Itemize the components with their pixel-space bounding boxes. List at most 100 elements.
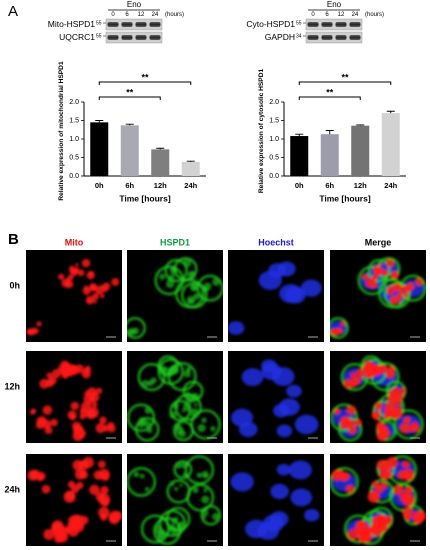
- hspd1-signal: [160, 529, 166, 535]
- mito-signal: [42, 405, 53, 415]
- y-tick-label: 0.0: [69, 173, 79, 180]
- y-tick-label: 1.5: [69, 117, 79, 124]
- mito-signal: [346, 405, 357, 415]
- nucleus: [261, 359, 278, 373]
- bar: [90, 122, 109, 176]
- micrograph: [329, 454, 427, 546]
- x-tick-label: 6h: [125, 181, 134, 190]
- mito-signal: [92, 293, 99, 301]
- hspd1-signal: [165, 506, 191, 532]
- timepoint-label: 24: [152, 12, 159, 18]
- timepoint-label: 6: [125, 12, 129, 18]
- mito-signal: [385, 258, 395, 268]
- mito-signal: [92, 402, 98, 408]
- size-marker: 34: [296, 33, 302, 39]
- hspd1-signal: [196, 472, 203, 478]
- channel-label: Merge: [365, 237, 392, 247]
- channel-label: Mito: [65, 237, 84, 247]
- treatment-label: Eno: [127, 0, 142, 9]
- error-bar: [156, 147, 165, 150]
- bar: [120, 125, 139, 176]
- hspd1-signal: [170, 517, 178, 525]
- hspd1-signal: [133, 471, 140, 478]
- hspd1-signal: [201, 417, 207, 423]
- mito-signal: [397, 300, 402, 304]
- mito-signal: [95, 422, 106, 434]
- mito-signal: [404, 485, 413, 495]
- significance-bracket: [298, 81, 392, 85]
- bar: [290, 136, 309, 176]
- significance-bracket: [298, 96, 361, 100]
- mito-signal: [340, 321, 346, 327]
- mito-signal: [339, 329, 343, 333]
- mito-signal: [84, 368, 91, 375]
- timepoint-label: 24: [352, 12, 359, 18]
- mito-signal: [74, 364, 85, 374]
- mito-signal: [376, 430, 388, 442]
- mito-signal: [43, 529, 55, 540]
- hspd1-signal: [184, 455, 215, 485]
- mito-signal: [108, 512, 120, 525]
- micrograph: [124, 250, 224, 342]
- hspd1-signal: [327, 316, 349, 339]
- hspd1-signal: [169, 399, 192, 422]
- hspd1-signal: [159, 273, 166, 280]
- mito-signal: [335, 408, 341, 414]
- blot-band: [135, 22, 147, 27]
- mito-signal: [81, 258, 91, 268]
- signal-layer: [126, 355, 221, 442]
- y-tick-label: 0.5: [269, 154, 279, 161]
- x-axis-label: Time [hours]: [119, 193, 170, 203]
- hspd1-signal: [201, 495, 210, 504]
- hspd1-signal: [192, 486, 199, 494]
- hspd1-signal: [144, 486, 150, 492]
- mito-signal: [355, 520, 368, 533]
- hspd1-signal: [174, 486, 179, 492]
- image-background: [26, 250, 122, 342]
- significance-label: **: [141, 72, 149, 82]
- micrograph: [126, 351, 223, 443]
- mito-signal: [405, 473, 414, 481]
- timepoint-label: 0: [111, 12, 115, 18]
- signal-layer: [329, 355, 424, 442]
- mito-signal: [89, 299, 94, 304]
- row-label: 0h: [9, 280, 20, 290]
- channel-label: Hoechst: [258, 237, 294, 247]
- y-tick-label: 1.5: [269, 117, 279, 124]
- mito-signal: [379, 263, 383, 267]
- hspd1-signal: [203, 515, 207, 519]
- mito-signal: [58, 273, 65, 280]
- nucleus: [269, 511, 289, 527]
- micrograph: [26, 351, 122, 443]
- row-label: 24h: [4, 484, 20, 494]
- nucleus: [238, 421, 258, 438]
- hspd1-signal: [146, 427, 153, 434]
- mito-signal: [65, 491, 75, 501]
- hspd1-signal: [203, 487, 208, 493]
- hspd1-signal: [197, 423, 206, 433]
- mito-signal: [386, 456, 398, 469]
- mito-signal: [366, 362, 376, 372]
- blot-band: [121, 35, 133, 40]
- mito-signal: [399, 422, 410, 434]
- hspd1-signal: [173, 420, 194, 442]
- blot-band: [307, 22, 319, 27]
- protein-label: Mito-HSPD1: [48, 19, 96, 29]
- micrograph: [329, 351, 426, 443]
- mito-signal: [380, 481, 388, 490]
- hspd1-signal: [210, 425, 216, 432]
- significance-bracket: [98, 96, 161, 100]
- mito-signal: [378, 468, 390, 480]
- blot-band: [335, 22, 347, 27]
- hspd1-signal: [158, 509, 187, 538]
- hspd1-signal: [189, 408, 199, 418]
- mito-signal: [331, 470, 343, 481]
- x-tick-label: 0h: [295, 181, 304, 190]
- hspd1-signal: [126, 403, 156, 432]
- mito-signal: [75, 263, 79, 267]
- mito-signal: [354, 418, 362, 427]
- hspd1-signal: [190, 409, 221, 440]
- mito-signal: [72, 459, 84, 471]
- hspd1-signal: [193, 293, 200, 301]
- hspd1-signal: [132, 327, 140, 335]
